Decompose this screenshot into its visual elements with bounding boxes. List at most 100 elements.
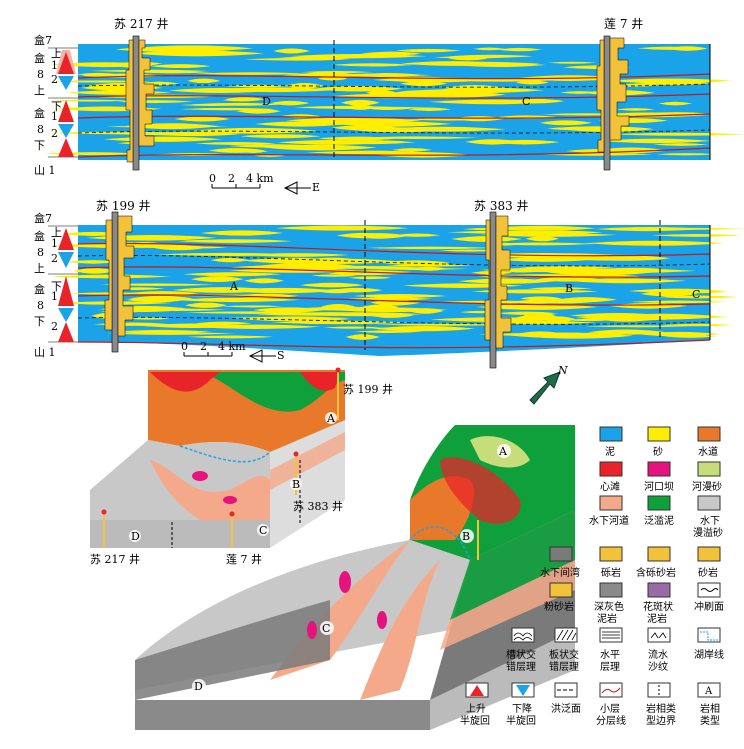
sand-lens	[497, 47, 542, 52]
sand-lens	[606, 313, 724, 320]
sand-lens	[660, 323, 733, 327]
sand-lens	[348, 233, 409, 239]
svg-text:2: 2	[228, 172, 235, 185]
rising-cycle-icon	[58, 100, 74, 122]
legend-label: 错层理	[506, 660, 536, 673]
strat-sub-1b: 1	[51, 110, 58, 123]
large-front-face	[135, 700, 430, 730]
sand-lens	[356, 136, 480, 140]
section1-layer-line	[77, 147, 711, 158]
legend-swatch-overflow-sand	[697, 495, 721, 511]
rising-cycle-icon	[58, 52, 74, 74]
legend-label: 砂	[653, 445, 663, 458]
well-label-su383: 苏 383 井	[474, 199, 529, 213]
rising-cycle-icon	[470, 685, 484, 696]
mouth-bar-patch	[192, 471, 208, 481]
sand-lens	[480, 232, 617, 237]
horizontal-bedding-icon	[602, 631, 620, 639]
sand-lens	[345, 334, 380, 340]
sand-lens	[125, 308, 227, 312]
rising-cycle-icon	[58, 322, 74, 342]
large-mouth-bar	[339, 571, 351, 593]
block-well-label-su199: 苏 199 井	[343, 382, 393, 396]
strat-he-lower: 盒	[34, 106, 45, 120]
svg-text:C: C	[259, 524, 267, 537]
legend-label: 小层	[600, 703, 620, 715]
sand-lens	[407, 107, 452, 112]
strat-8-lower: 8	[37, 299, 44, 312]
block-diagram-large: A B C D	[135, 425, 575, 730]
sand-lens	[395, 48, 462, 53]
scour-surface-icon	[700, 588, 719, 592]
sand-lens	[602, 267, 664, 271]
svg-text:D: D	[131, 530, 140, 543]
legend-label: 泛滥泥	[644, 514, 674, 527]
block-well-label-su217: 苏 217 井	[90, 552, 140, 566]
sand-lens	[313, 85, 403, 92]
sand-lens	[187, 78, 221, 84]
svg-text:C: C	[322, 622, 330, 635]
section2-layer-line	[77, 294, 711, 306]
sand-lens	[584, 325, 692, 328]
legend-label: 水下河道	[589, 514, 629, 527]
legend-swatch-mud	[599, 426, 623, 442]
well-head-icon	[293, 451, 299, 457]
well-head-icon	[335, 367, 341, 373]
legend-label: 泥岩	[597, 612, 617, 625]
legend-label: 类型	[700, 714, 720, 727]
sand-lens	[273, 48, 310, 54]
sand-lens	[656, 153, 716, 156]
rising-cycle-icon	[58, 138, 74, 157]
sand-lens	[523, 298, 602, 304]
svg-text:A: A	[326, 412, 336, 425]
falling-cycle-icon	[58, 308, 74, 322]
sand-lens	[192, 127, 318, 134]
legend-swatch-facies-type	[697, 682, 721, 698]
subaqueous-channel-patch	[150, 460, 270, 520]
legend-label: 层理	[600, 661, 620, 673]
legend-label: 半旋回	[506, 714, 536, 727]
sand-lens	[527, 287, 593, 290]
sand-lens	[194, 142, 277, 145]
sand-lens	[150, 64, 211, 69]
sand-lens	[490, 242, 596, 246]
strat-he-lower: 盒	[34, 282, 45, 296]
well-label-su199: 苏 199 井	[96, 199, 151, 213]
block-well-label-lian7: 莲 7 井	[226, 552, 262, 566]
sand-lens	[46, 131, 186, 135]
sand-lens	[400, 81, 448, 87]
sand-lens	[651, 233, 742, 237]
sand-lens	[448, 57, 488, 61]
large-mouth-bar	[307, 621, 317, 639]
sand-lens	[73, 268, 116, 274]
section1-sand-lenses	[43, 45, 744, 158]
svg-text:2: 2	[200, 340, 207, 353]
section2-layer-line	[77, 242, 711, 257]
falling-cycle-icon	[58, 252, 74, 268]
svg-text:4 km: 4 km	[218, 340, 246, 353]
section2-layer-line	[77, 339, 711, 349]
sand-lens	[540, 316, 576, 323]
facies-label-d: D	[262, 95, 271, 108]
lakeshore-line	[409, 526, 471, 561]
sand-lens	[255, 312, 342, 316]
sand-lens	[200, 230, 284, 236]
section2-flood-surface	[77, 255, 711, 267]
large-interdistributary-bay	[135, 600, 330, 700]
section2-layer-line	[77, 266, 711, 278]
sand-lens	[225, 287, 338, 294]
section1-strat-column: 盒7 盒 8 上 盒 8 下 山 1 上 1 2 下 1 2	[34, 33, 78, 177]
sand-lens	[613, 132, 744, 136]
sand-lens	[380, 260, 450, 266]
section1-scale-bar: 0 2 4 km E	[209, 172, 320, 195]
legend-label: 水下间湾	[540, 566, 580, 579]
sand-lens	[628, 288, 725, 294]
legend-symbol-a: A	[704, 686, 713, 697]
legend-swatch-pebbly-sandstone	[647, 546, 671, 562]
sand-lens	[657, 295, 739, 299]
legend-swatch-sand	[647, 426, 671, 442]
side-face-layer	[270, 432, 345, 490]
sand-lens	[515, 80, 549, 85]
sand-lens	[307, 312, 422, 317]
sand-lens	[244, 57, 351, 61]
